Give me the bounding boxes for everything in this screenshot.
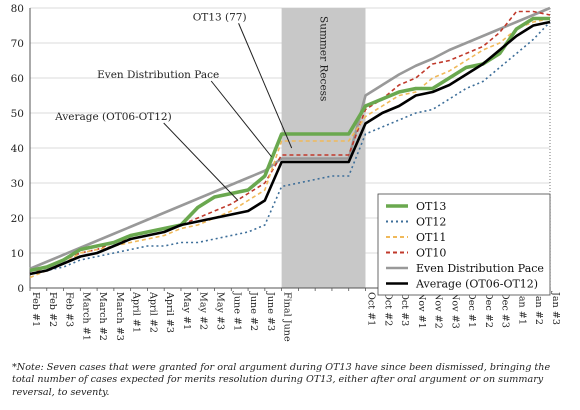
series-line <box>29 16 550 273</box>
y-tick-label: 30 <box>11 178 24 190</box>
annotations: OT13 (77) Even Distribution Pace Average… <box>54 11 293 201</box>
x-tick-label: June #2 <box>248 291 259 331</box>
x-tick-label: June #1 <box>231 291 242 331</box>
x-tick-label: Nov #1 <box>416 292 427 329</box>
x-tick-label: March #2 <box>97 292 108 341</box>
y-tick-labels: 0 10 20 30 40 50 60 70 80 <box>11 3 24 295</box>
legend: OT13 OT12 OT11 OT10 Even Distribution Pace Av… <box>377 193 551 296</box>
y-tick-label: 40 <box>11 143 24 155</box>
series-line <box>29 6 551 270</box>
x-tick-label: Jan #2 <box>533 291 544 325</box>
series-line <box>29 20 551 276</box>
footnote: *Note: Seven cases that were granted for… <box>12 362 551 398</box>
x-tick-label: May #2 <box>198 292 209 330</box>
y-tick-label: 60 <box>11 73 24 85</box>
legend-box <box>377 193 551 296</box>
x-tick-label: Dec #1 <box>466 292 477 328</box>
y-tick-label: 10 <box>11 248 24 260</box>
x-tick-label: June #3 <box>265 291 276 331</box>
legend-label: OT11 <box>416 231 446 244</box>
x-tick-label: Feb #1 <box>30 292 41 327</box>
legend-label: Average (OT06-OT12) <box>415 278 538 291</box>
x-tick-label: Final June <box>282 292 293 342</box>
y-tick-label: 50 <box>11 108 24 120</box>
annotation-arrow-even <box>210 80 272 158</box>
legend-items: OT13 OT12 OT11 OT10 Even Distribution Pace Av… <box>386 200 544 291</box>
annotation-average: Average (OT06-OT12) <box>54 111 172 123</box>
annotation-even-distribution: Even Distribution Pace <box>97 69 219 81</box>
legend-label: OT10 <box>416 247 446 260</box>
x-tick-label: Dec #3 <box>500 292 511 328</box>
x-tick-label: April #3 <box>164 291 175 333</box>
x-tick-label: Oct #2 <box>382 292 393 326</box>
annotation-arrow-average <box>163 122 239 201</box>
y-tick-label: 20 <box>11 213 24 225</box>
x-tick-label: Feb #2 <box>47 292 58 327</box>
x-tick-label: April #2 <box>147 291 158 333</box>
x-tick-label: March #3 <box>114 292 125 341</box>
annotation-arrow-ot13 <box>238 23 293 149</box>
y-tick-label: 70 <box>11 38 24 50</box>
x-tick-label: April #1 <box>131 291 142 333</box>
series-lines <box>29 6 551 279</box>
series-line <box>29 21 551 275</box>
x-tick-label: May #3 <box>215 292 226 330</box>
x-tick-label: Jan #3 <box>550 291 561 325</box>
x-tick-label: March #1 <box>80 292 91 341</box>
y-tick-label: 80 <box>11 3 24 15</box>
legend-label: Even Distribution Pace <box>416 262 544 275</box>
legend-label: OT12 <box>416 216 446 229</box>
x-tick-label: Dec #2 <box>483 292 494 328</box>
x-tick-label: May #1 <box>181 292 192 330</box>
x-tick-labels: Feb #1 Feb #2 Feb #3 March #1 March #2 March … <box>30 291 561 342</box>
x-tick-label: Jan #1 <box>516 291 527 325</box>
x-tick-label: Oct #3 <box>399 292 410 326</box>
x-tick-label: Nov #3 <box>449 292 460 329</box>
legend-label: OT13 <box>416 200 446 213</box>
x-tick-label: Feb #3 <box>64 292 75 327</box>
annotation-ot13: OT13 (77) <box>193 11 247 23</box>
y-tick-label: 0 <box>17 283 24 295</box>
x-tick-label: Nov #2 <box>433 292 444 329</box>
x-tick-label: Oct #1 <box>365 292 376 326</box>
summer-recess-label: Summer Recess <box>318 16 330 101</box>
